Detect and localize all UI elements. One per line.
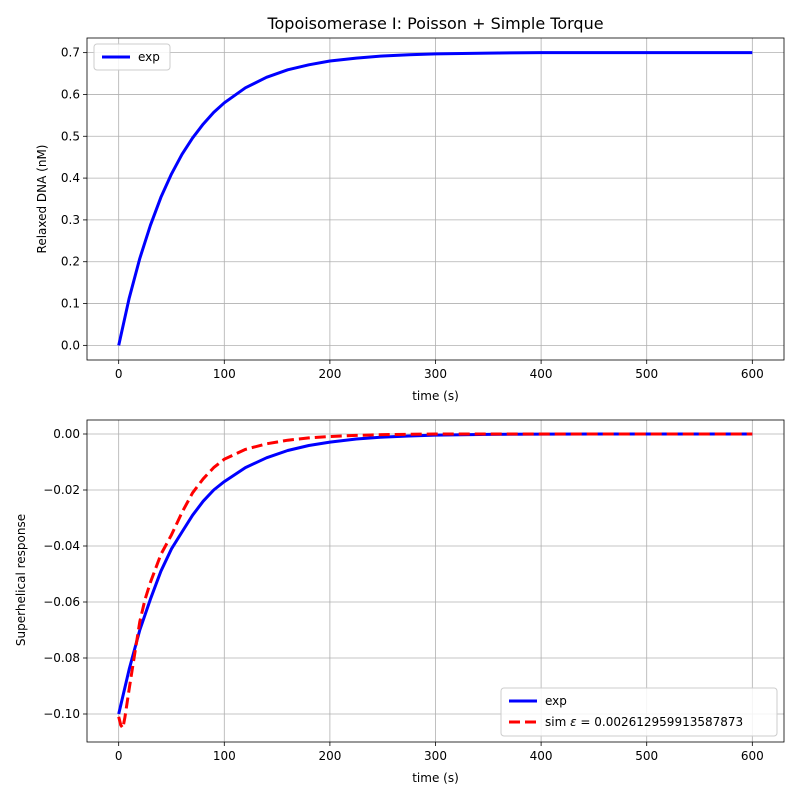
y-tick-label: 0.3: [61, 213, 80, 227]
x-tick-label: 400: [530, 749, 553, 763]
x-tick-label: 200: [318, 749, 341, 763]
y-ticks: −0.10 −0.08 −0.06 −0.04 −0.02 0.00: [43, 427, 87, 721]
chart-title: Topoisomerase I: Poisson + Simple Torque: [266, 14, 603, 33]
y-tick-label: 0.00: [53, 427, 80, 441]
x-axis-label: time (s): [412, 389, 459, 403]
legend-entry: exp: [138, 50, 160, 64]
grid: [87, 420, 784, 742]
y-tick-label: −0.08: [43, 651, 80, 665]
y-tick-label: −0.06: [43, 595, 80, 609]
series-group: [117, 51, 753, 346]
chart-superhelical-response: 0 100 200 300 400 500 600 −0.10 −0.08 −0.06 −0.04…: [14, 419, 785, 785]
y-tick-label: 0.7: [61, 46, 80, 60]
y-axis-label: Superhelical response: [14, 514, 28, 646]
x-tick-label: 600: [741, 367, 764, 381]
y-tick-label: −0.02: [43, 483, 80, 497]
x-tick-label: 0: [115, 749, 123, 763]
x-tick-label: 500: [635, 749, 658, 763]
legend-entry: sim ε = 0.002612959913587873: [545, 715, 743, 729]
y-tick-label: 0.1: [61, 297, 80, 311]
grid: [87, 38, 784, 360]
legend-box: [500, 687, 778, 737]
x-ticks: 0 100 200 300 400 500 600: [115, 742, 764, 763]
series-group: [117, 432, 753, 730]
y-tick-label: 0.6: [61, 87, 80, 101]
x-tick-label: 300: [424, 749, 447, 763]
x-tick-label: 300: [424, 367, 447, 381]
x-tick-label: 400: [530, 367, 553, 381]
x-tick-label: 500: [635, 367, 658, 381]
chart-relaxed-dna: Topoisomerase I: Poisson + Simple Torque…: [35, 14, 785, 403]
y-ticks: 0.0 0.1 0.2 0.3 0.4 0.5 0.6 0.7: [61, 46, 87, 352]
legend-box: [93, 43, 171, 71]
y-tick-label: 0.5: [61, 129, 80, 143]
x-axis-label: time (s): [412, 771, 459, 785]
legend: exp sim ε = 0.002612959913587873: [500, 687, 778, 737]
x-tick-label: 200: [318, 367, 341, 381]
x-tick-label: 0: [115, 367, 123, 381]
y-tick-label: −0.10: [43, 707, 80, 721]
x-tick-label: 100: [213, 749, 236, 763]
series-line-sim: [117, 432, 753, 730]
y-axis-label: Relaxed DNA (nM): [35, 145, 49, 254]
legend-entry: exp: [545, 694, 567, 708]
series-line-exp: [117, 51, 753, 346]
x-tick-label: 600: [741, 749, 764, 763]
x-tick-label: 100: [213, 367, 236, 381]
y-tick-label: 0.0: [61, 338, 80, 352]
y-tick-label: −0.04: [43, 539, 80, 553]
legend: exp: [93, 43, 171, 71]
y-tick-label: 0.4: [61, 171, 80, 185]
y-tick-label: 0.2: [61, 255, 80, 269]
x-ticks: 0 100 200 300 400 500 600: [115, 360, 764, 381]
